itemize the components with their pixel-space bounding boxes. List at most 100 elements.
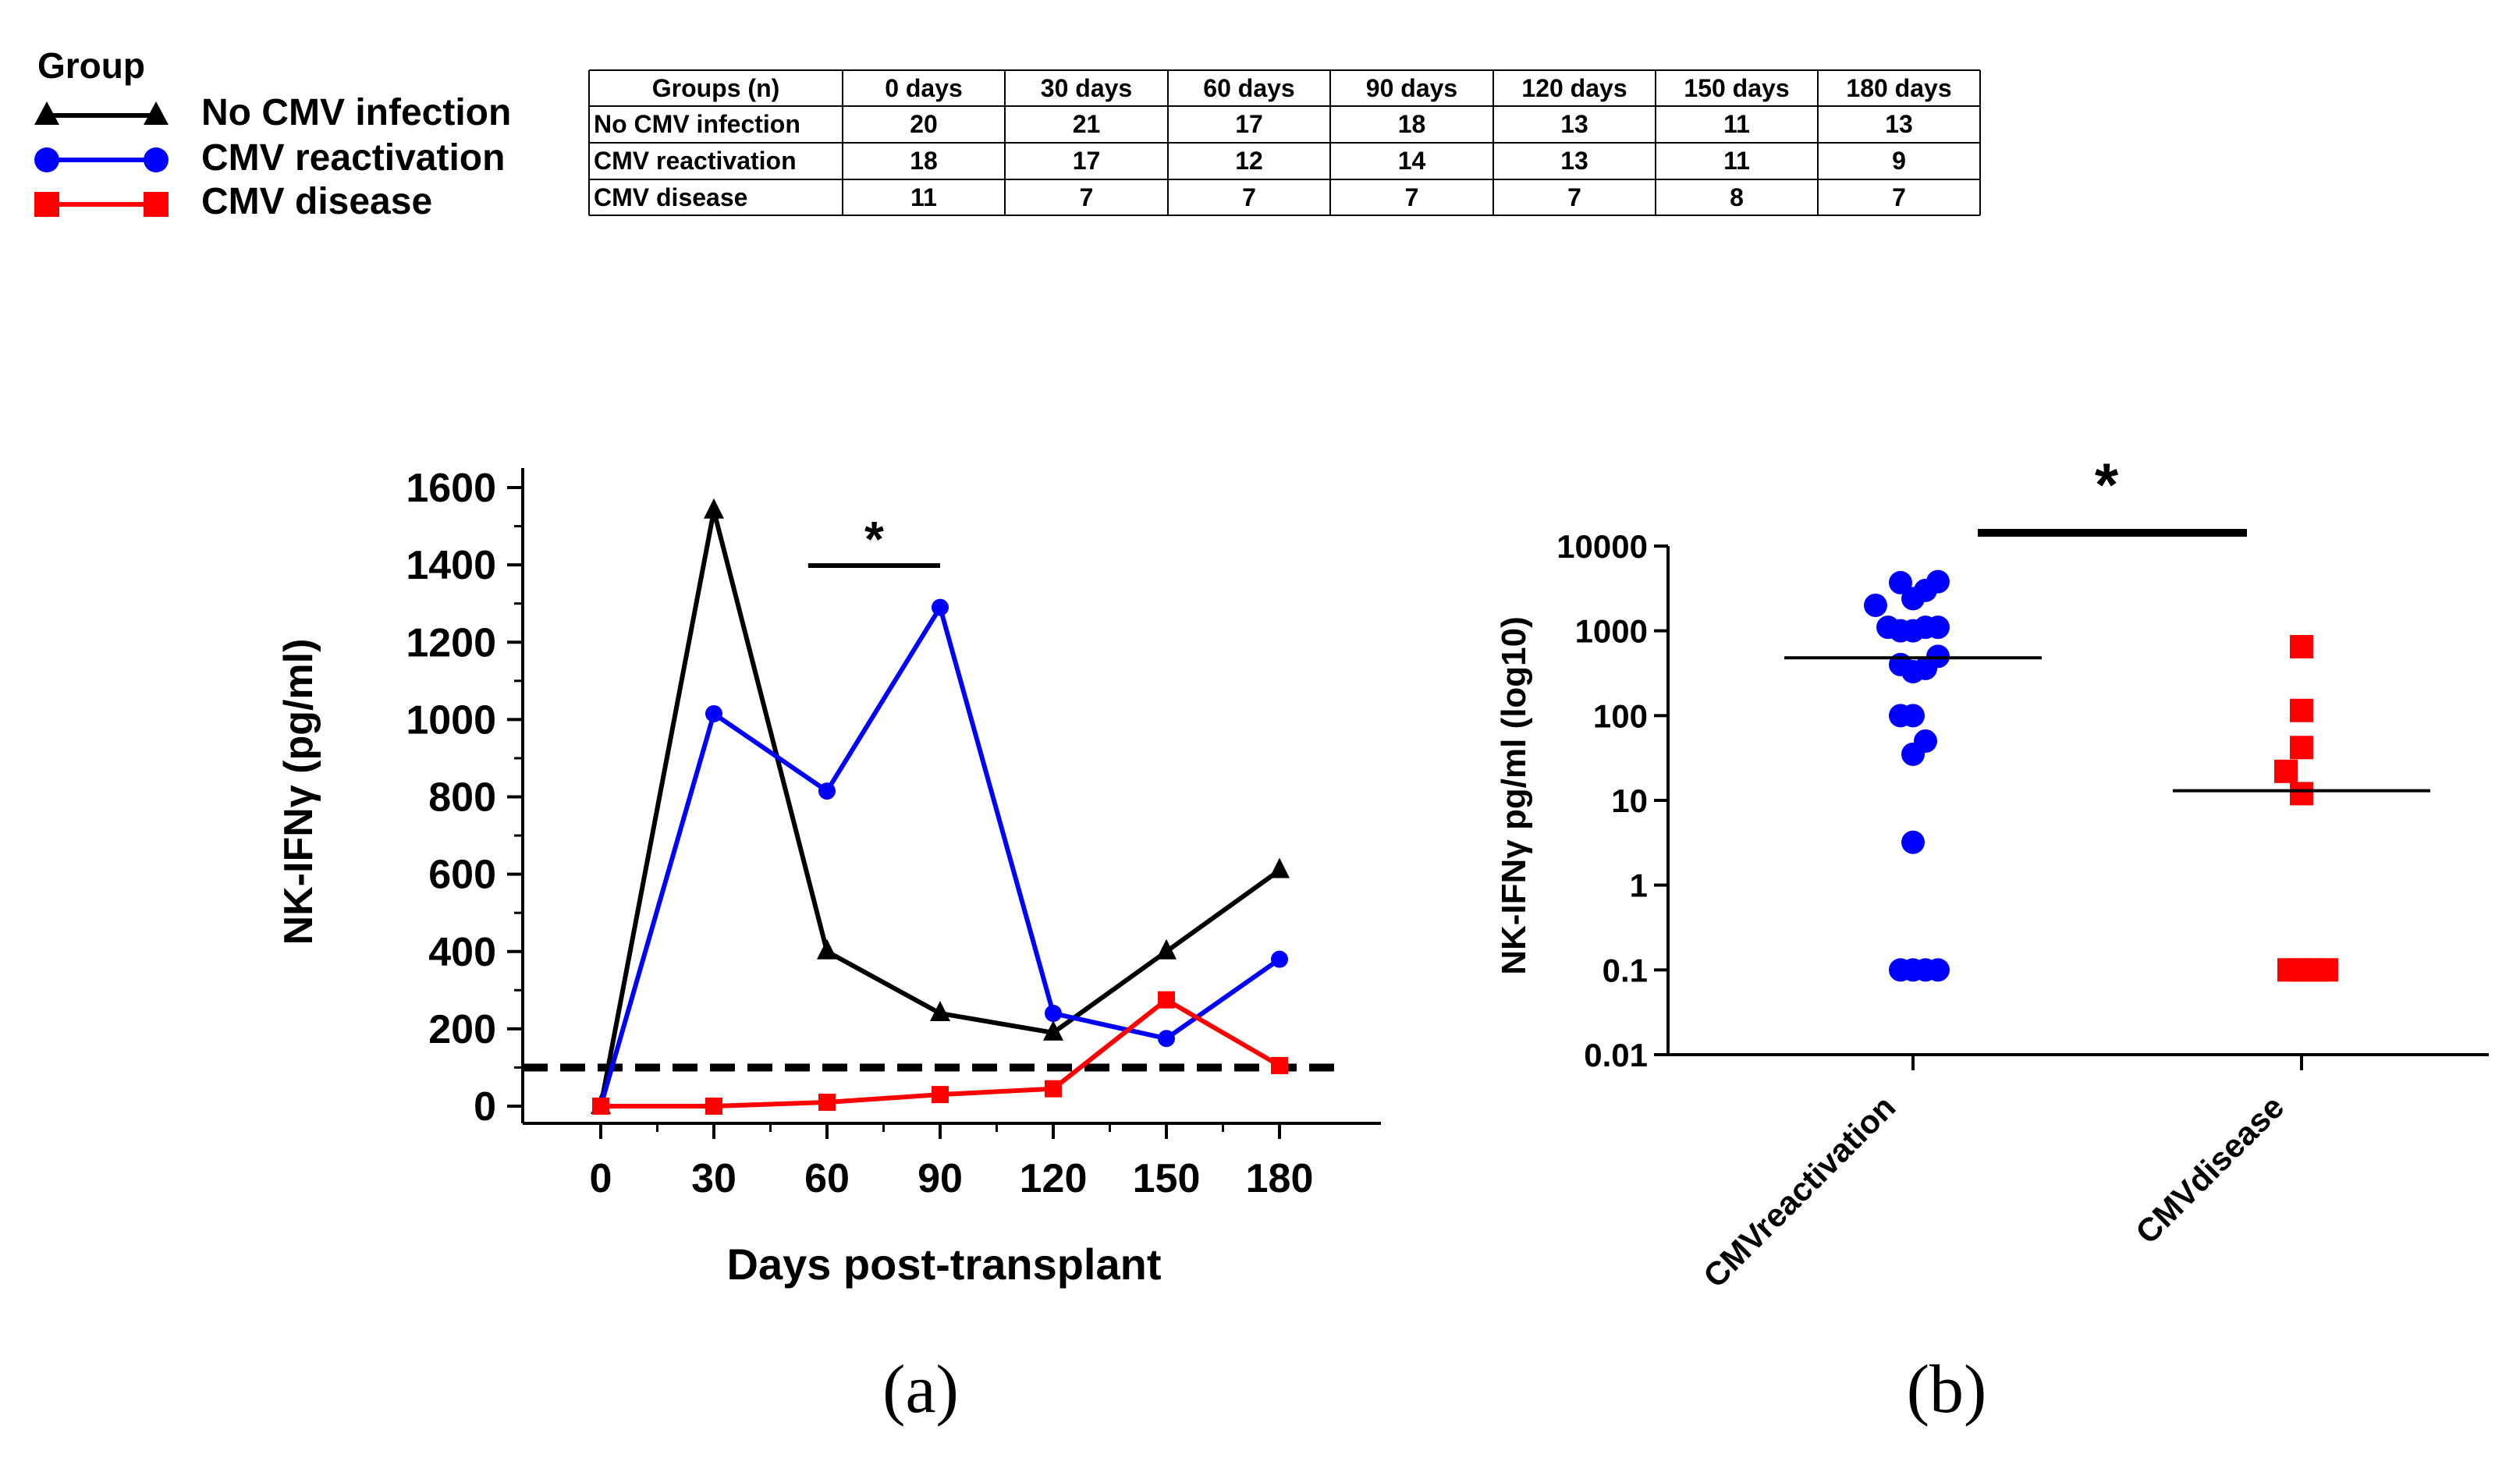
y-tick-label: 100 [1593, 697, 1648, 734]
triangle-marker-icon [144, 101, 169, 125]
y-tick-label: 1000 [1575, 613, 1648, 650]
table-cell: 13 [1560, 147, 1588, 175]
table-header-cell: 0 days [885, 74, 963, 102]
table-header-cell: 180 days [1846, 74, 1951, 102]
panel-a-line-chart: NK-IFNγ (pg/ml) Days post-transplant (a)… [276, 466, 1381, 1428]
data-point-circle [1926, 569, 1950, 594]
table-cell: 7 [1892, 183, 1906, 211]
legend-label: CMV reactivation [201, 137, 505, 179]
table-cell: 11 [1723, 147, 1750, 175]
y-tick-label: 1 [1630, 867, 1648, 904]
table-cell: 13 [1560, 110, 1588, 138]
triangle-marker-icon [34, 101, 59, 125]
data-point-square [2290, 698, 2313, 722]
y-tick-label: 10000 [1556, 528, 1648, 565]
data-point-circle [1045, 1005, 1062, 1023]
table-cell: 7 [1242, 183, 1256, 211]
data-point-square [818, 1094, 836, 1112]
data-point-circle [1889, 704, 1912, 728]
data-point-triangle [930, 1001, 950, 1022]
y-tick-label: 0.1 [1603, 952, 1648, 988]
y-axis-label: NK-IFNγ (pg/ml) [276, 639, 321, 945]
data-point-square [1271, 1056, 1288, 1074]
data-point-triangle [704, 498, 724, 519]
legend-item-cmv-reactivation: CMV reactivation [34, 137, 505, 179]
circle-marker-icon [34, 147, 59, 172]
data-point-square [1158, 991, 1175, 1009]
panel-b-scatter-chart: NK-IFNγ pg/ml (log10) (b) 0.01 0.1 1 10 100 1… [1495, 450, 2489, 1428]
data-point-circle [1914, 729, 1937, 754]
y-axis-label: NK-IFNγ pg/ml (log10) [1495, 616, 1533, 975]
table-header-cell: Groups (n) [652, 74, 780, 102]
data-point-square [2290, 634, 2313, 658]
significance-star: * [864, 511, 884, 567]
data-point-circle [705, 704, 722, 722]
y-tick-label: 600 [428, 853, 496, 898]
table-cell: 21 [1073, 110, 1101, 138]
panel-label-b: (b) [1907, 1352, 1987, 1428]
data-point-circle [1864, 593, 1887, 617]
table-cell: 8 [1730, 183, 1744, 211]
data-point-circle [1926, 958, 1950, 982]
x-tick-label: CMVreactivation [1696, 1088, 1902, 1294]
data-point-circle [1889, 570, 1912, 594]
square-marker-icon [144, 192, 169, 217]
y-tick-label: 0 [474, 1084, 496, 1130]
legend-title: Group [37, 45, 145, 86]
x-tick-label: 150 [1133, 1156, 1201, 1201]
data-point-square [1045, 1080, 1062, 1098]
legend-item-no-cmv: No CMV infection [34, 92, 511, 133]
y-tick-label: 10 [1611, 782, 1648, 819]
x-tick-label: CMVdisease [2128, 1088, 2291, 1250]
table-cell: 20 [910, 110, 938, 138]
data-point-triangle [1156, 938, 1177, 960]
data-point-square [705, 1098, 722, 1115]
data-point-square [2315, 958, 2338, 982]
table-header-cell: 30 days [1041, 74, 1132, 102]
table-cell: 12 [1235, 147, 1263, 175]
table-cell: 9 [1892, 147, 1906, 175]
legend-label: No CMV infection [201, 92, 511, 133]
table-header-cell: 120 days [1521, 74, 1627, 102]
y-tick-label: 1200 [406, 620, 496, 665]
x-tick-label: 0 [590, 1156, 612, 1201]
table-row-label: No CMV infection [594, 110, 800, 138]
data-point-circle [1271, 950, 1288, 968]
significance-star: * [2095, 450, 2119, 519]
x-tick-label: 90 [917, 1156, 963, 1201]
table-cell: 7 [1405, 183, 1419, 211]
data-point-circle [1901, 830, 1925, 854]
y-tick-label: 1600 [406, 466, 496, 511]
panel-label-a: (a) [882, 1352, 959, 1428]
table-row-label: CMV reactivation [594, 147, 797, 175]
y-tick-label: 200 [428, 1007, 496, 1052]
x-axis-label: Days post-transplant [727, 1240, 1162, 1289]
data-point-square [592, 1098, 609, 1115]
y-tick-label: 1400 [406, 543, 496, 588]
legend-item-cmv-disease: CMV disease [34, 181, 432, 222]
data-point-square [2290, 782, 2313, 806]
data-point-triangle [817, 938, 837, 960]
sample-size-table: Groups (n) 0 days 30 days 60 days 90 days 120… [588, 69, 1981, 216]
table-cell: 18 [910, 147, 938, 175]
data-point-triangle [1043, 1020, 1063, 1041]
square-marker-icon [34, 192, 59, 217]
table-cell: 11 [910, 183, 937, 211]
table-cell: 11 [1723, 110, 1750, 138]
y-tick-label: 1000 [406, 697, 496, 743]
table-cell: 7 [1567, 183, 1581, 211]
x-tick-label: 60 [804, 1156, 850, 1201]
legend: Group No CMV infection CMV reactivation … [34, 45, 511, 222]
table-cell: 18 [1398, 110, 1426, 138]
x-tick-label: 30 [691, 1156, 736, 1201]
circle-marker-icon [144, 147, 169, 172]
table-cell: 14 [1398, 147, 1426, 175]
data-point-circle [1158, 1030, 1175, 1048]
x-tick-label: 180 [1246, 1156, 1314, 1201]
data-point-square [2290, 736, 2313, 760]
data-point-circle [932, 598, 949, 616]
table-cell: 13 [1885, 110, 1913, 138]
legend-label: CMV disease [201, 181, 432, 222]
y-tick-label: 0.01 [1584, 1037, 1648, 1073]
table-cell: 17 [1073, 147, 1101, 175]
